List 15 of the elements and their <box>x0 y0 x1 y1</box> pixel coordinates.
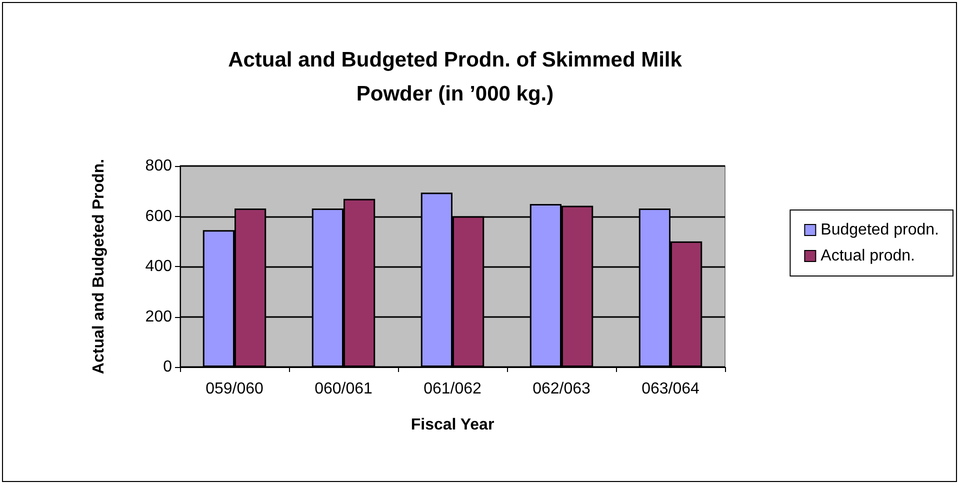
y-tick-label: 800 <box>145 158 172 174</box>
legend-label: Budgeted prodn. <box>820 222 940 238</box>
x-tick-label: 060/061 <box>314 380 373 398</box>
y-tick-label: 600 <box>145 208 172 225</box>
x-tick-label: 063/064 <box>642 380 700 398</box>
x-tick-label: 062/063 <box>532 380 591 398</box>
legend-label: Actual prodn. <box>820 248 915 264</box>
chart-title: Actual and Budgeted Prodn. of Skimmed Milk Powder (in ’000 kg.) <box>228 48 682 106</box>
y-tick-label: 400 <box>145 258 172 275</box>
y-tick-label: 200 <box>145 308 172 326</box>
y-axis-title: Actual and Budgeted Prodn. <box>90 158 108 374</box>
x-tick-label: 061/062 <box>424 380 482 398</box>
y-tick-label: 0 <box>163 358 172 376</box>
x-axis-title: Fiscal Year <box>410 416 494 434</box>
x-tick-label: 059/060 <box>206 380 264 398</box>
